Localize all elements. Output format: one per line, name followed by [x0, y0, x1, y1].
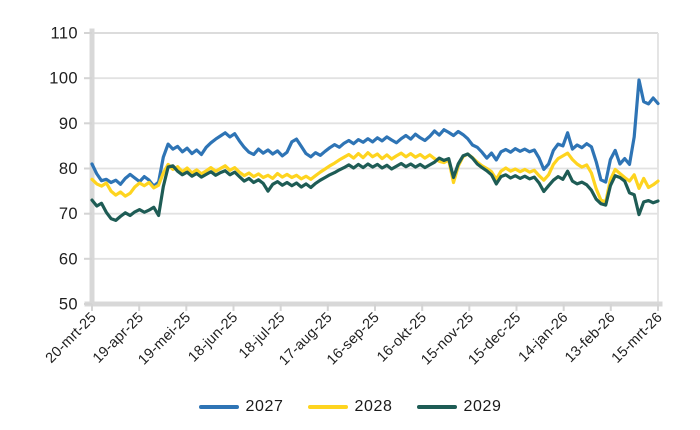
- y-tick-label: 90: [59, 115, 78, 133]
- y-axis-labels: 110 100 90 80 70 60 50: [49, 25, 78, 314]
- chart-legend: 2027 2028 2029: [0, 398, 700, 416]
- legend-swatch-2027: [198, 404, 239, 410]
- series-line-2027: [90, 78, 660, 188]
- legend-label: 2027: [245, 398, 284, 415]
- y-tick-label: 110: [50, 25, 78, 43]
- x-ticks: [91, 304, 659, 311]
- series-lines: [90, 78, 660, 222]
- legend-swatch-2029: [416, 404, 457, 410]
- series-line-2029: [90, 152, 660, 222]
- legend-label: 2028: [354, 398, 393, 415]
- legend-item-2029: 2029: [416, 398, 502, 416]
- x-tick-label: 20-mrt-25: [43, 310, 100, 367]
- legend-item-2027: 2027: [198, 398, 284, 416]
- y-tick-label: 100: [49, 70, 78, 88]
- y-ticks: [84, 32, 92, 305]
- x-tick-label: 18-jun-25: [185, 310, 241, 366]
- legend-item-2028: 2028: [307, 398, 393, 416]
- legend-swatch-2028: [307, 404, 348, 410]
- y-tick-label: 80: [59, 160, 78, 178]
- y-tick-label: 50: [59, 296, 78, 314]
- legend-label: 2029: [463, 398, 502, 415]
- y-tick-label: 60: [59, 250, 78, 268]
- x-axis-labels: 20-mrt-25 19-apr-25 19-mei-25 18-jun-25 …: [43, 310, 666, 369]
- y-tick-label: 70: [59, 205, 78, 223]
- x-tick-label: 15-mrt-26: [609, 310, 666, 367]
- series-line-2028: [90, 151, 660, 204]
